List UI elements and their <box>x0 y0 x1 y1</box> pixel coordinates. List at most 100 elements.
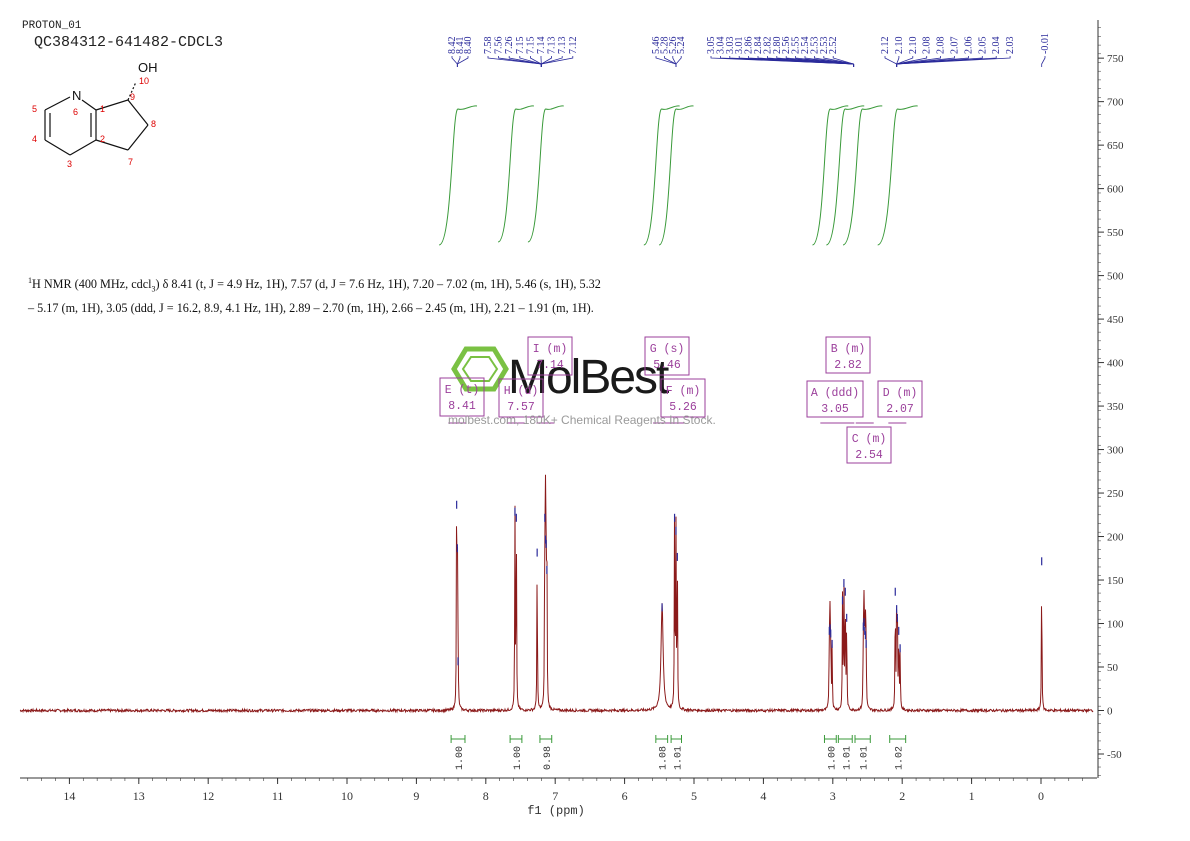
peak-shift-label: 2.06 <box>963 37 974 55</box>
peak-shift-label: 3.03 <box>725 37 736 55</box>
peak-shift-label: 3.01 <box>734 37 745 55</box>
multiplet-box <box>439 377 485 417</box>
peak-shift-label: 2.08 <box>922 37 933 55</box>
integral-curve <box>842 105 883 246</box>
peak-shift-label: 2.12 <box>880 37 891 55</box>
multiplet-label: I (m) <box>533 343 568 356</box>
multiplet-box <box>660 378 706 418</box>
multiplet-shift: 2.07 <box>886 403 914 416</box>
integral-value: 1.01 <box>842 746 853 770</box>
experiment-label: PROTON_01 <box>22 20 82 32</box>
peak-shift-label: 7.13 <box>547 37 558 55</box>
x-tick-label: 9 <box>413 789 419 803</box>
x-tick-label: 13 <box>133 789 145 803</box>
peak-label-connector <box>884 56 898 67</box>
peak-shift-label: 2.10 <box>908 37 919 55</box>
peak-shift-label: 7.12 <box>568 37 579 55</box>
y-tick-label: 500 <box>1107 271 1124 283</box>
peak-shift-label: 2.05 <box>977 37 988 55</box>
peak-shift-label: 7.58 <box>483 37 494 55</box>
molecule-labels: OH N 1 2 3 4 5 6 7 8 9 10 <box>32 60 158 169</box>
integral-curve <box>877 105 918 246</box>
multiplet-label: F (m) <box>666 385 701 398</box>
peak-label-connector <box>672 56 677 67</box>
ring-nitrogen-label: N <box>72 88 81 103</box>
x-tick-label: 10 <box>341 789 353 803</box>
integral-curve <box>825 105 865 246</box>
integral-value: 1.01 <box>860 746 871 770</box>
peak-shift-label: 5.24 <box>676 37 687 55</box>
multiplet-shift: 5.46 <box>653 359 681 372</box>
x-tick-label: 4 <box>760 789 766 803</box>
x-tick-label: 3 <box>830 789 836 803</box>
peak-shift-label: 7.56 <box>494 37 505 55</box>
peak-shift-label: 7.15 <box>525 37 536 55</box>
spectrum-layer: 14 13 12 11 10 9 8 7 6 5 4 3 2 1 0f1 (ppm)750700650600… <box>19 20 1124 818</box>
peak-shift-label: 2.52 <box>828 37 839 55</box>
integral-curve <box>497 105 534 243</box>
x-tick-label: 12 <box>202 789 214 803</box>
integral-curve <box>812 105 849 246</box>
multiplet-box <box>806 380 864 418</box>
integral-value: 1.00 <box>455 746 466 770</box>
multiplet-box <box>825 336 871 374</box>
peak-shift-label: 2.07 <box>950 37 961 55</box>
x-tick-label: 11 <box>272 789 284 803</box>
peak-shift-label: 2.04 <box>991 37 1002 55</box>
integral-value: 1.00 <box>827 746 838 770</box>
y-tick-label: 700 <box>1107 97 1124 109</box>
peak-shift-label: 2.03 <box>1005 37 1016 55</box>
x-tick-label: 7 <box>552 789 558 803</box>
peak-shift-label: 2.54 <box>800 37 811 55</box>
peak-shift-label: 8.40 <box>463 37 474 55</box>
multiplet-box <box>846 426 892 464</box>
y-tick-label: 350 <box>1107 401 1124 413</box>
integral-curve <box>527 105 564 243</box>
y-tick-label: 200 <box>1107 532 1124 544</box>
atom-number-3: 3 <box>67 159 72 169</box>
integral-value: 1.02 <box>895 746 906 770</box>
y-tick-label: 550 <box>1107 227 1124 239</box>
multiplet-shift: 3.05 <box>821 403 849 416</box>
multiplet-label: A (ddd) <box>811 387 859 400</box>
molecule-structure <box>44 81 149 156</box>
description-superscript: 1 <box>28 276 32 285</box>
description-text-a: H NMR (400 MHz, cdcl <box>32 277 152 292</box>
y-tick-label: 300 <box>1107 445 1124 457</box>
peak-shift-label: 5.46 <box>651 37 662 55</box>
watermark-brand: MolBest <box>508 351 669 404</box>
multiplet-label: E (t) <box>445 384 480 397</box>
peak-shift-label: 7.14 <box>536 37 547 55</box>
integral-value: 1.00 <box>513 746 524 770</box>
peak-label-connector <box>832 56 855 67</box>
y-tick-label: 400 <box>1107 358 1124 370</box>
atom-number-5: 5 <box>32 104 37 114</box>
integral-value: 1.01 <box>673 746 684 770</box>
peak-shift-label: 2.84 <box>753 37 764 55</box>
peak-shift-label: 7.13 <box>557 37 568 55</box>
peak-label-connector <box>675 56 682 67</box>
oh-label: OH <box>138 60 158 75</box>
description-text-b: ) δ 8.41 (t, J = 4.9 Hz, 1H), 7.57 (d, J… <box>28 277 601 315</box>
multiplet-shift: 7.57 <box>507 401 535 414</box>
peak-shift-label: 3.05 <box>706 37 717 55</box>
multiplet-box <box>498 378 544 418</box>
peak-shift-label: 8.41 <box>455 37 466 55</box>
atom-number-4: 4 <box>32 134 37 144</box>
multiplet-label: H (d) <box>504 385 539 398</box>
peak-label-connector <box>451 56 458 67</box>
description-subscript: 3 <box>151 284 156 294</box>
x-tick-label: 2 <box>899 789 905 803</box>
atom-number-6: 6 <box>73 107 78 117</box>
multiplet-box <box>527 336 573 376</box>
peak-label-connector <box>540 56 574 67</box>
peak-shift-label: 2.53 <box>819 37 830 55</box>
watermark-logo: MolBest <box>451 346 671 404</box>
multiplet-box <box>877 380 923 418</box>
atom-number-8: 8 <box>151 119 156 129</box>
y-tick-label: -50 <box>1107 749 1122 761</box>
peak-shift-label: 2.82 <box>762 37 773 55</box>
peak-shift-label: 2.56 <box>781 37 792 55</box>
multiplet-box <box>644 336 690 376</box>
